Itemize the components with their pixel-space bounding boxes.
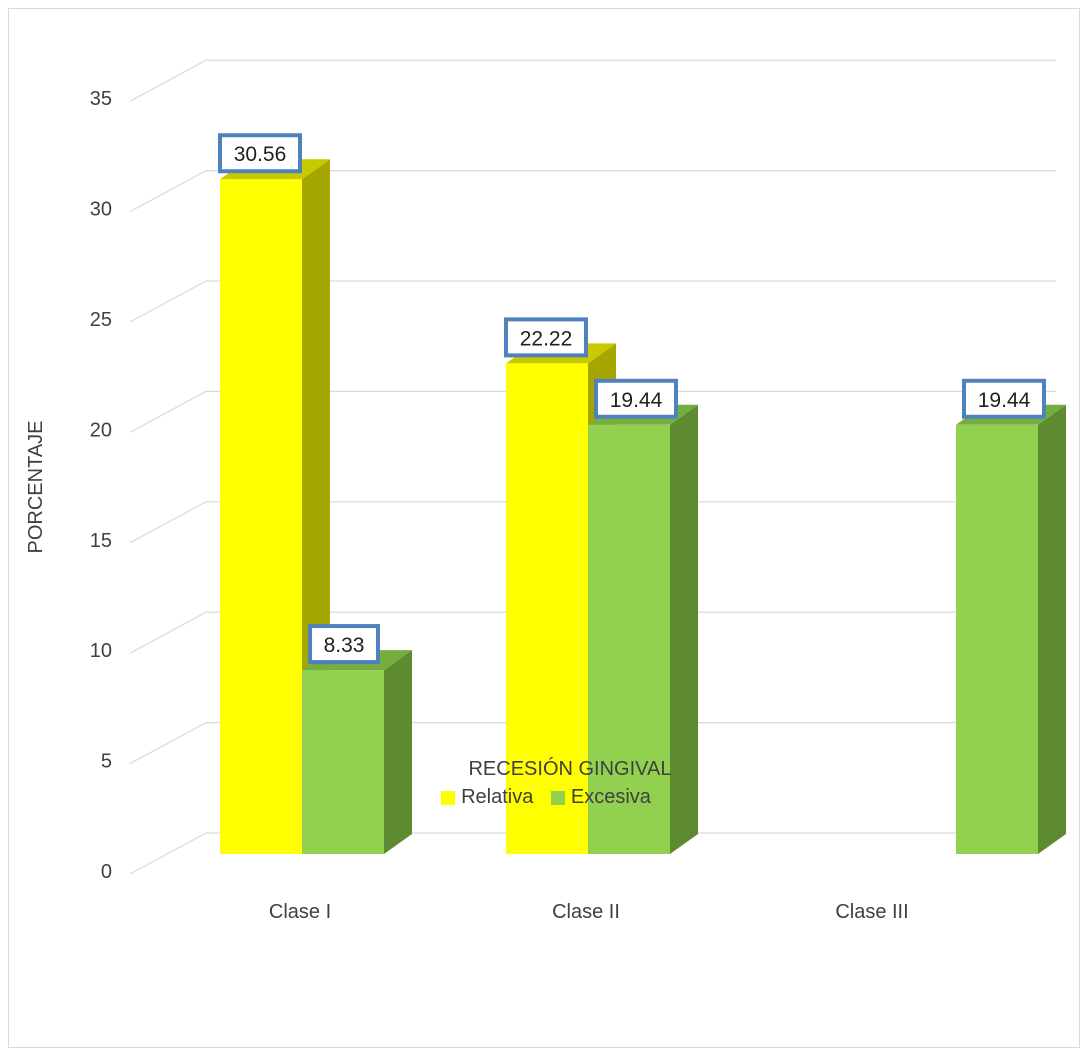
bar-front xyxy=(302,670,384,854)
data-label-text: 30.56 xyxy=(234,143,287,166)
bar-side xyxy=(1038,404,1066,854)
bar-side xyxy=(384,650,412,854)
bar-front xyxy=(506,363,588,854)
y-axis-title: PORCENTAJE xyxy=(25,421,47,554)
gridline xyxy=(129,280,1056,323)
y-axis-ticks: 0 5 10 15 20 25 30 35 xyxy=(90,88,112,883)
data-label-excesiva-3: 19.44 xyxy=(962,378,1046,419)
legend-swatch-excesiva xyxy=(550,790,565,805)
data-label-box xyxy=(594,378,678,419)
gridline xyxy=(129,59,1056,102)
legend-item-excesiva: Excesiva xyxy=(550,786,651,809)
data-label-relativa-2: 22.22 xyxy=(504,317,588,358)
x-axis-ticks: Clase I Clase II Clase III xyxy=(269,901,909,923)
legend-swatch-relativa xyxy=(441,790,456,805)
y-tick-label: 30 xyxy=(90,199,112,221)
gridline xyxy=(129,611,1056,654)
data-label-box xyxy=(962,378,1046,419)
x-axis-title: RECESIÓN GINGIVAL xyxy=(468,757,671,780)
y-tick-label: 25 xyxy=(90,309,112,331)
data-label-box xyxy=(218,133,302,174)
y-tick-label: 0 xyxy=(101,861,112,883)
data-label-excesiva-1: 8.33 xyxy=(308,624,380,665)
gridline xyxy=(129,832,1056,875)
legend-label-relativa: Relativa xyxy=(461,786,534,808)
data-label-text: 19.44 xyxy=(610,389,663,412)
legend: Relativa Excesiva xyxy=(0,786,1092,811)
x-tick-label: Clase III xyxy=(835,901,908,923)
bar-front xyxy=(956,424,1038,854)
gridline xyxy=(129,722,1056,765)
bar-excesiva-1 xyxy=(302,650,412,854)
bar-side xyxy=(670,404,698,854)
gridline xyxy=(129,501,1056,544)
data-label-box xyxy=(504,317,588,358)
gridline xyxy=(129,390,1056,433)
y-tick-label: 5 xyxy=(101,751,112,773)
gridline xyxy=(129,170,1056,213)
data-label-box xyxy=(308,624,380,665)
bar-front xyxy=(588,424,670,854)
y-tick-label: 20 xyxy=(90,419,112,441)
data-labels: 30.56 22.22 8.33 19.44 19.44 xyxy=(218,133,1046,665)
y-tick-label: 15 xyxy=(90,530,112,552)
data-label-excesiva-2: 19.44 xyxy=(594,378,678,419)
bar-excesiva-3 xyxy=(956,404,1066,854)
legend-item-relativa: Relativa xyxy=(441,786,533,809)
data-label-text: 8.33 xyxy=(324,634,365,657)
bar-front xyxy=(220,179,302,854)
data-label-text: 22.22 xyxy=(520,327,573,350)
y-tick-label: 10 xyxy=(90,640,112,662)
x-tick-label: Clase I xyxy=(269,901,331,923)
x-tick-label: Clase II xyxy=(552,901,620,923)
bars xyxy=(220,159,1066,854)
data-label-text: 19.44 xyxy=(978,389,1031,412)
data-label-relativa-1: 30.56 xyxy=(218,133,302,174)
y-tick-label: 35 xyxy=(90,88,112,110)
legend-label-excesiva: Excesiva xyxy=(570,786,651,808)
gridlines xyxy=(129,59,1056,875)
